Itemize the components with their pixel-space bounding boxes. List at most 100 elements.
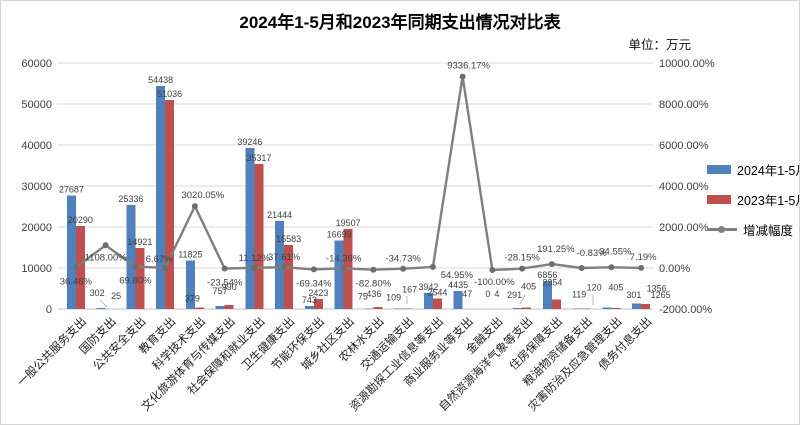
left-axis-tick-label: 10000 (21, 263, 52, 275)
legend-label-2023: 2023年1-5月 (737, 194, 799, 208)
bar-value-label-2024: 54438 (148, 75, 173, 85)
bar-value-label-2024: 11825 (178, 250, 202, 260)
legend-label-trend: 增减幅度 (743, 224, 794, 238)
trend-point (191, 203, 198, 210)
trend-pct-label: -100.00% (474, 277, 515, 288)
bar-value-label-2023: 990 (222, 282, 237, 292)
bar-2024 (304, 305, 314, 309)
trend-pct-label: 191.25% (537, 244, 575, 255)
legend-label-2024: 2024年1-5月 (737, 164, 799, 178)
trend-point (519, 265, 526, 272)
legend: 2024年1-5月 2023年1-5月 增减幅度 (707, 163, 799, 238)
left-axis-tick-label: 20000 (21, 222, 52, 234)
legend-item-2023[interactable]: 2023年1-5月 (707, 193, 799, 208)
legend-item-2024[interactable]: 2024年1-5月 (707, 163, 799, 178)
bar-2024 (156, 85, 166, 309)
bar-2023 (403, 308, 413, 309)
bar-2024 (513, 307, 523, 309)
bar-value-label-2024: 4435 (448, 280, 468, 290)
bar-2024 (215, 305, 225, 309)
bar-2023 (194, 307, 204, 309)
bar-2024 (96, 307, 106, 309)
right-axis-tick-label: 0.00% (659, 263, 690, 275)
bar-value-label-2023: 47 (462, 289, 472, 299)
trend-pct-label: 37.61% (268, 252, 301, 263)
bar-2024 (275, 221, 285, 309)
bar-value-label-2024: 405 (608, 282, 623, 292)
trend-line (75, 75, 642, 272)
bar-2023 (551, 299, 561, 309)
trend-pct-label: -28.15% (504, 253, 540, 264)
trend-pct-label: 54.95% (441, 270, 474, 281)
trend-point (489, 267, 496, 274)
trend-point (370, 266, 377, 273)
bar-value-label-2024: 109 (386, 293, 401, 303)
bar-2024 (453, 290, 463, 309)
trend-point (72, 264, 79, 271)
left-axis-tick-label: 30000 (21, 181, 52, 193)
label-leader-line (99, 299, 108, 308)
bar-value-label-2024: 291 (507, 290, 522, 300)
label-leader-line (519, 294, 526, 305)
bar-2023 (313, 299, 323, 309)
trend-pct-label: -23.54% (207, 277, 243, 288)
left-axis-tick-label: 0 (46, 304, 52, 316)
bar-2023 (641, 303, 651, 309)
bar-2024 (245, 148, 255, 309)
bar-value-label-2023: 1265 (651, 290, 671, 300)
left-axis-tick-label: 60000 (21, 58, 52, 70)
trend-pct-label: 36.46% (60, 276, 93, 287)
trend-pct-label: 69.80% (119, 276, 152, 287)
bar-value-label-2024: 119 (572, 290, 586, 300)
legend-item-trend[interactable]: 增减幅度 (707, 223, 799, 238)
right-axis-tick-label: -2000.00% (659, 304, 712, 316)
bar-2023 (165, 99, 175, 309)
bar-value-label-2023: 436 (366, 289, 381, 299)
bar-value-label-2023: 51036 (157, 89, 182, 99)
bar-2024 (632, 303, 642, 309)
trend-point (251, 264, 258, 271)
bar-2023 (224, 304, 234, 309)
right-axis-tick-label: 4000.00% (659, 181, 709, 193)
legend-trendline-icon (707, 225, 737, 233)
trend-point (162, 264, 169, 271)
bar-value-label-2023: 120 (587, 283, 602, 293)
bar-value-label-2024: 0 (485, 289, 490, 299)
trend-point (638, 264, 645, 271)
trend-pct-label: -14.39% (326, 253, 362, 264)
bar-value-label-2023: 25 (111, 291, 121, 301)
bar-2024 (334, 240, 344, 309)
bar-value-label-2024: 75 (358, 292, 368, 302)
bar-2023 (611, 307, 621, 309)
bar-value-label-2023: 15583 (276, 234, 301, 244)
bar-value-label-2024: 6856 (537, 270, 557, 280)
bar-value-label-2023: 35317 (246, 153, 271, 163)
bar-2024 (126, 205, 136, 309)
bar-2023 (75, 225, 85, 309)
bar-2023 (522, 307, 532, 309)
bar-2024 (185, 260, 195, 309)
bar-value-label-2023: 405 (521, 281, 536, 291)
trend-point (578, 265, 585, 272)
left-axis-tick-label: 50000 (21, 99, 52, 111)
chart-title: 2024年1-5月和2023年同期支出情况对比表 (239, 13, 561, 32)
bar-2023 (432, 298, 442, 309)
right-axis-tick-label: 2000.00% (659, 222, 709, 234)
trend-point (221, 265, 228, 272)
bar-value-label-2024: 25336 (118, 194, 143, 204)
trend-pct-label: 11.12% (239, 253, 271, 264)
bar-2023 (284, 245, 294, 309)
trend-point (281, 264, 288, 271)
bar-value-label-2024: 21444 (267, 210, 292, 220)
bar-value-label-2023: 167 (402, 284, 417, 294)
bar-2024 (423, 292, 433, 309)
bar-2023 (135, 247, 145, 309)
bar-2023 (373, 307, 383, 309)
trend-point (102, 242, 109, 249)
bar-2024 (542, 280, 552, 309)
trend-pct-label: 7.19% (630, 252, 657, 263)
trend-pct-label: 3020.05% (181, 190, 224, 201)
trend-point (400, 265, 407, 272)
